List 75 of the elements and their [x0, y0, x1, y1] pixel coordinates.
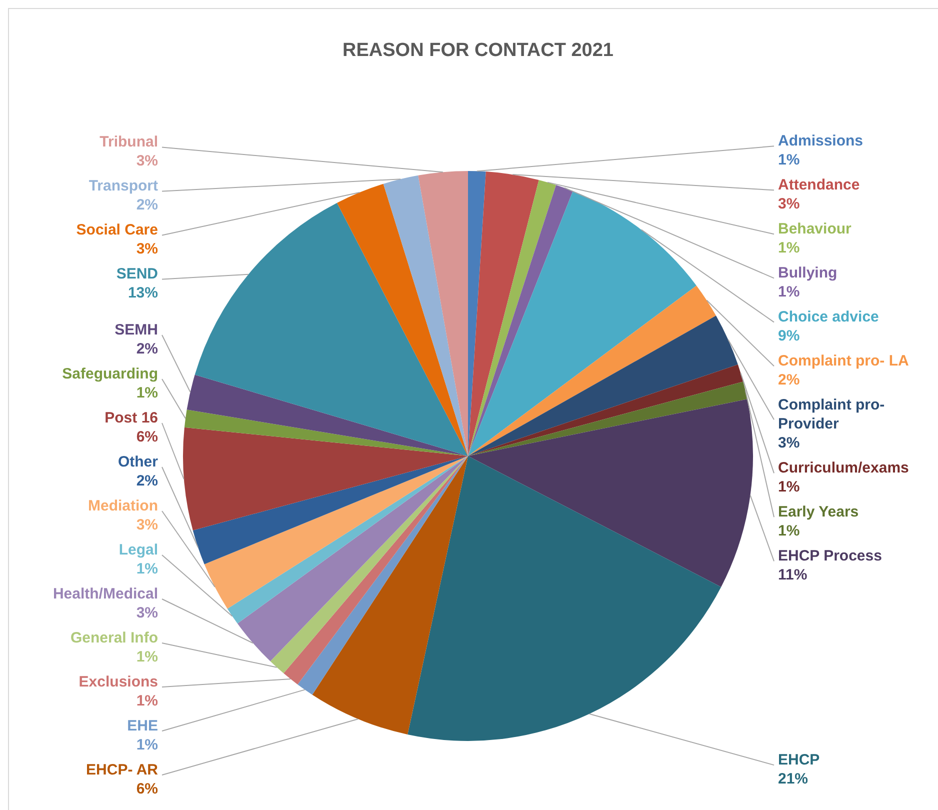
data-label: 2%	[136, 340, 158, 358]
slice-label: General Info	[70, 629, 158, 646]
slice-label: Social Care	[76, 222, 158, 239]
slice-label: Attendance	[778, 176, 860, 194]
data-label: 3%	[136, 516, 158, 534]
slice-label: EHCP Process	[778, 547, 882, 564]
pie-slice	[184, 410, 468, 456]
pie-slice	[337, 184, 468, 456]
slice-label: Health/Medical	[52, 585, 158, 602]
slice-label: Tribunal	[100, 134, 158, 151]
data-label: 21%	[778, 770, 808, 788]
pie-slice	[468, 286, 716, 456]
data-label: 2%	[136, 196, 158, 214]
slice-label: Post 16	[104, 409, 158, 426]
slice-label: SEMH	[114, 321, 158, 338]
data-label: 6%	[136, 428, 158, 446]
data-label: 3%	[778, 195, 800, 212]
pie-slice	[194, 202, 468, 456]
slice-label: Mediation	[88, 497, 158, 514]
slice-label: EHCP- AR	[86, 761, 158, 778]
data-label: 3%	[136, 240, 158, 258]
chart-title: REASON FOR CONTACT 2021	[342, 40, 614, 61]
data-label: 1%	[136, 384, 158, 402]
pie-slice	[192, 456, 468, 564]
pie-slice	[468, 316, 738, 456]
slice-label: Behaviour	[778, 220, 852, 238]
slice-label: Legal	[118, 541, 158, 558]
data-label: 1%	[778, 283, 800, 300]
data-label: 9%	[778, 327, 800, 344]
data-label: 1%	[778, 522, 800, 540]
data-label: 6%	[136, 780, 158, 798]
slice-label: EHCP	[778, 751, 820, 768]
slice-label: Exclusions	[78, 673, 158, 690]
pie-slice	[227, 456, 468, 624]
slice-label: Early Years	[778, 503, 859, 520]
data-label: 1%	[136, 692, 158, 710]
pie-slice	[468, 364, 744, 456]
data-label: 2%	[136, 472, 158, 490]
pie-slice	[468, 191, 696, 456]
pie-slice	[468, 382, 748, 456]
slice-label: Safeguarding	[62, 365, 158, 382]
pie-slice	[418, 171, 468, 456]
slice-label: Curriculum/exams	[778, 459, 909, 476]
pie-slice	[186, 374, 468, 456]
data-label: 3%	[136, 152, 158, 170]
pie-slice	[183, 427, 468, 530]
pie-slice	[312, 456, 468, 735]
data-label: 1%	[136, 736, 158, 754]
slice-label: Bullying	[778, 264, 838, 282]
data-label: 1%	[136, 648, 158, 666]
data-label: 2%	[778, 371, 800, 388]
pie-slice	[383, 175, 468, 456]
slice-label: Choice advice	[778, 308, 879, 326]
pie-slice	[468, 399, 753, 587]
data-label: 11%	[778, 566, 808, 584]
data-label: 3%	[778, 434, 800, 452]
slice-label: Transport	[88, 178, 158, 195]
slice-label: Complaint pro- LA	[778, 352, 909, 370]
data-label: 1%	[778, 151, 800, 168]
slice-label: EHE	[127, 717, 158, 734]
pie-slice	[468, 172, 539, 456]
pie-slice	[468, 184, 573, 456]
pie-slice	[468, 180, 556, 456]
slice-label: Admissions	[778, 132, 864, 150]
pie-slice	[408, 456, 722, 741]
slice-label: Complaint pro- Provider	[778, 396, 885, 432]
data-label: 13%	[128, 284, 158, 302]
data-label: 1%	[778, 478, 800, 496]
slice-label: Other	[118, 453, 158, 470]
data-label: 3%	[136, 604, 158, 622]
pie-slice	[204, 456, 468, 609]
slice-label: SEND	[116, 266, 158, 283]
data-label: 1%	[778, 239, 800, 256]
data-label: 1%	[136, 560, 158, 578]
pie-slice	[237, 456, 468, 662]
